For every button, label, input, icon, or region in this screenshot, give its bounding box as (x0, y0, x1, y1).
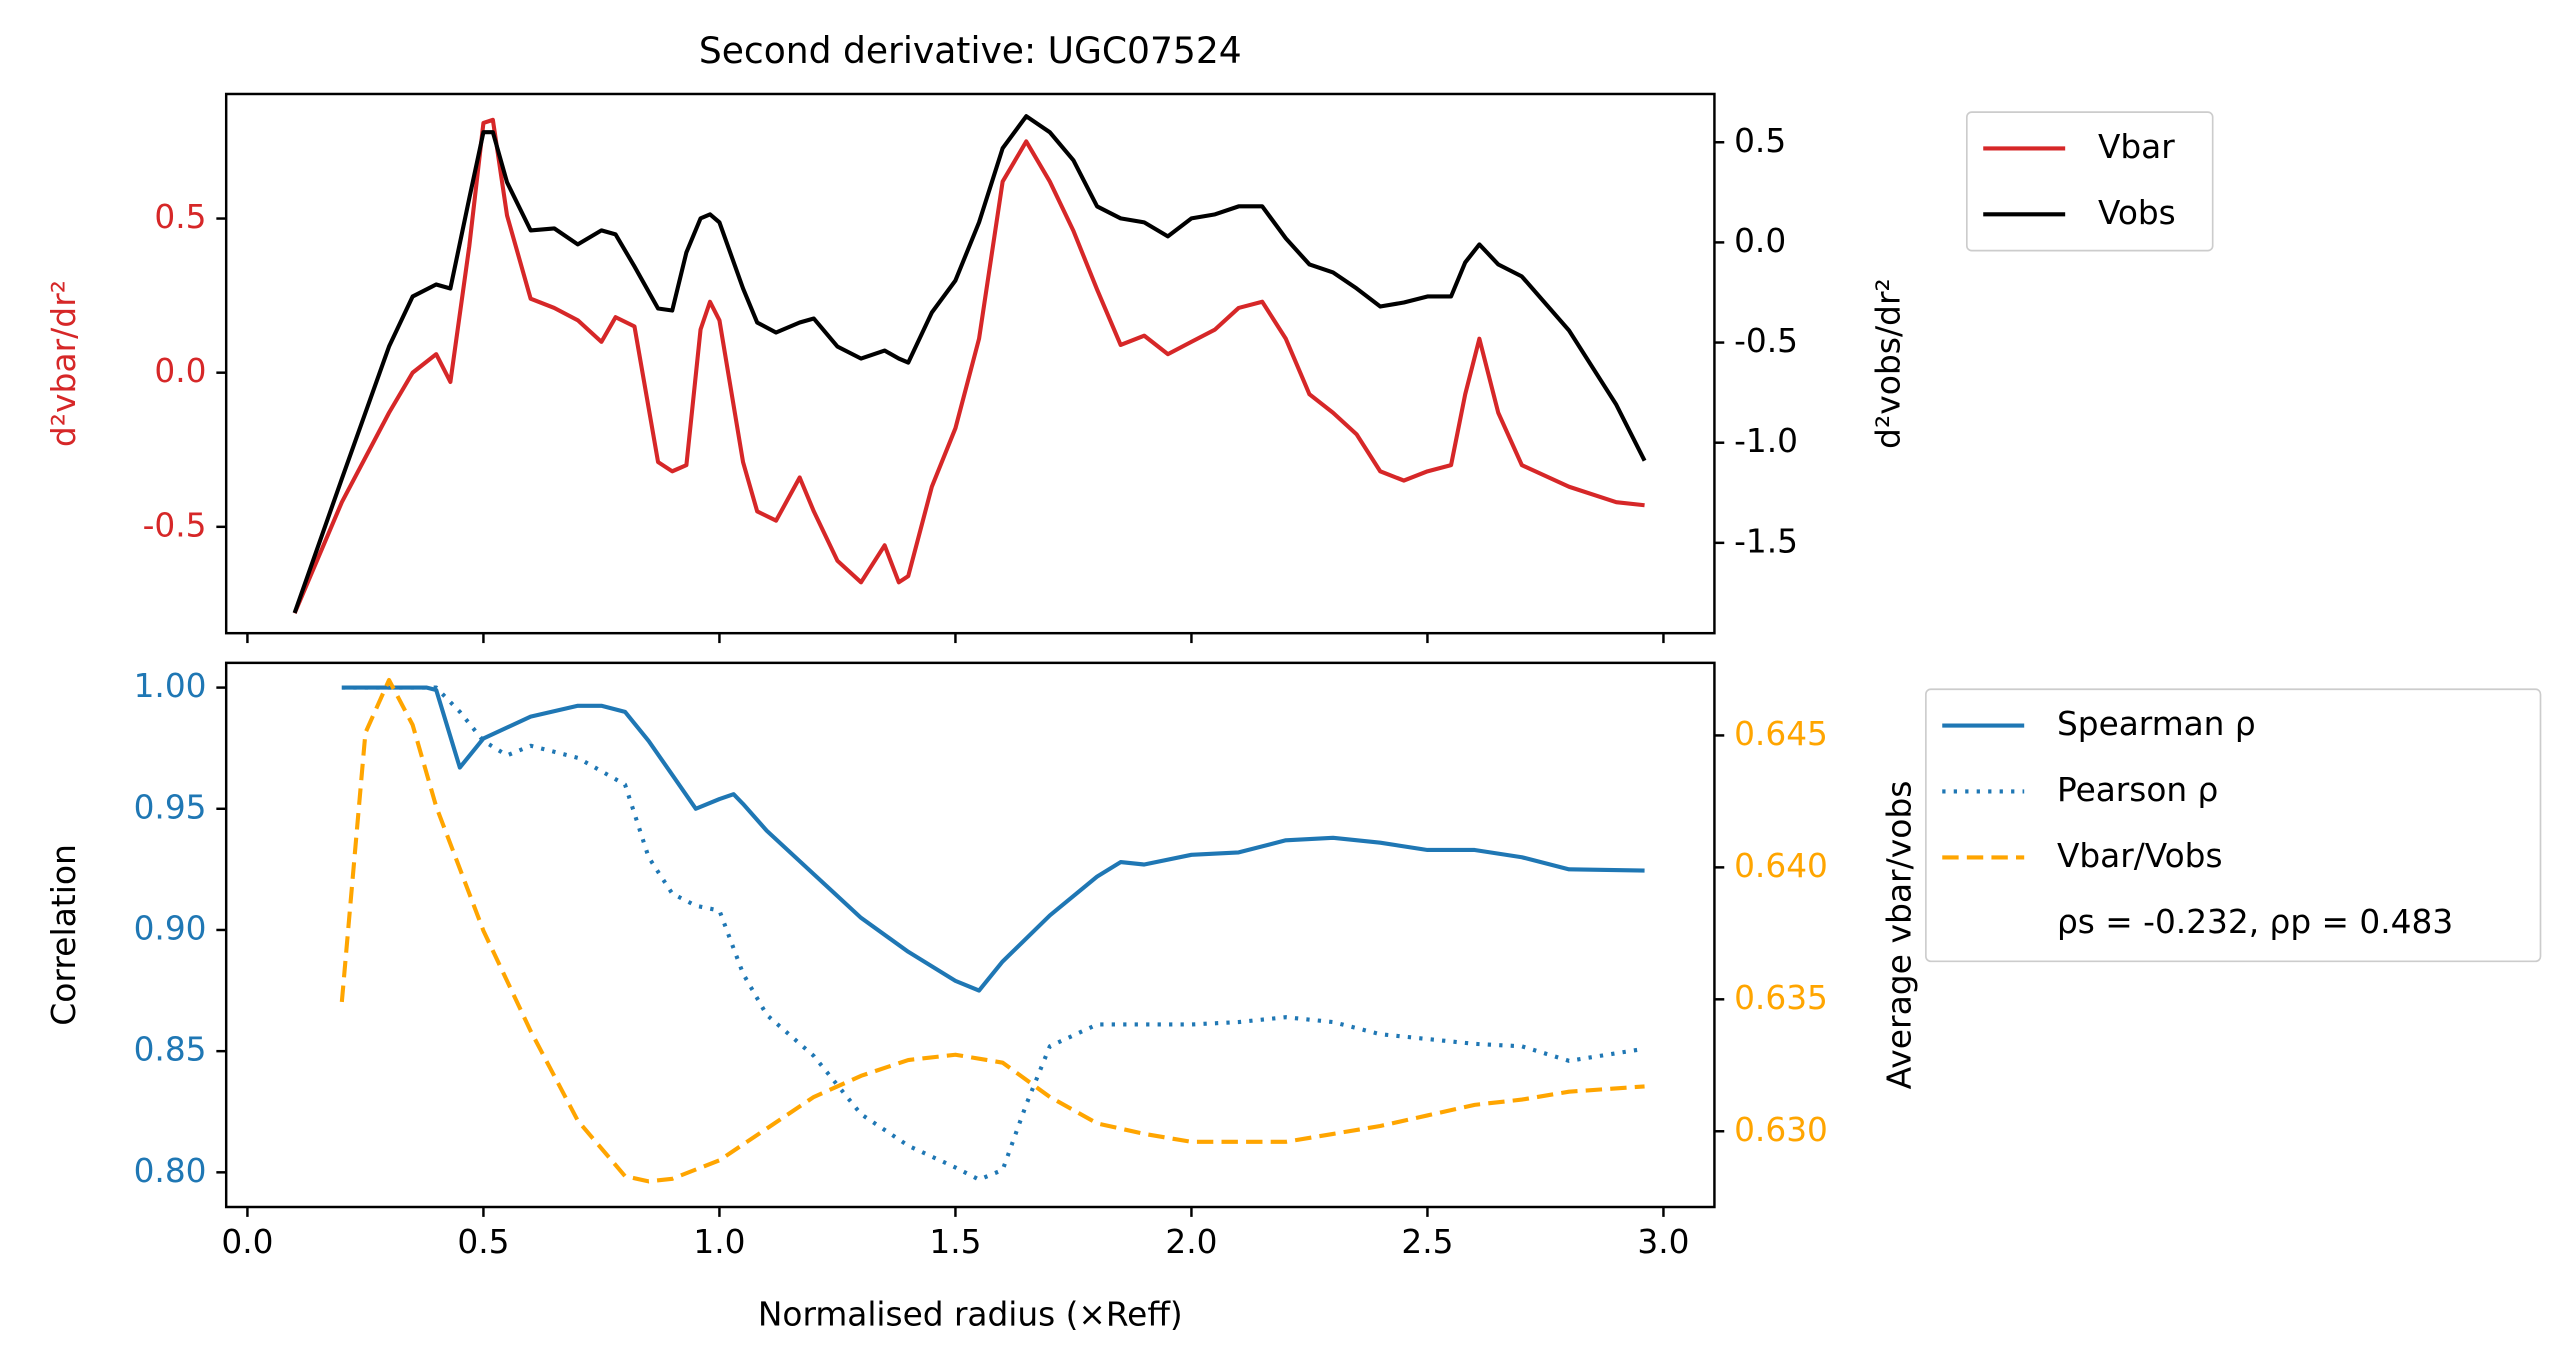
legend-label: Vobs (2098, 193, 2176, 232)
y2-tick-label: 0.635 (1734, 978, 1828, 1017)
y2-tick-label: -0.5 (1734, 321, 1798, 360)
series-line (339, 677, 1645, 1184)
legend-label: Vbar/Vobs (2057, 836, 2223, 875)
y2-axis-label: d²vobs/dr² (1868, 278, 1907, 449)
y-tick-label: 0.5 (154, 197, 206, 236)
x-tick-label: 2.5 (1401, 1222, 1453, 1261)
x-tick-label: 0.5 (457, 1222, 509, 1261)
y2-tick-label: 0.0 (1734, 221, 1786, 260)
series-line (341, 685, 1645, 993)
plot-frame (224, 661, 1716, 1209)
x-tick-label: 3.0 (1637, 1222, 1689, 1261)
series-line (292, 114, 1647, 614)
y-tick-label: 1.00 (134, 666, 207, 705)
y-axis-label: d²vbar/dr² (44, 280, 83, 447)
legend-box (1966, 111, 2214, 252)
y2-tick-label: 0.640 (1734, 846, 1828, 885)
y2-tick-label: -1.0 (1734, 421, 1798, 460)
legend-label: Pearson ρ (2057, 770, 2218, 809)
y2-tick-label: 0.645 (1734, 714, 1828, 753)
x-tick-label: 1.0 (693, 1222, 745, 1261)
series-line (341, 685, 1645, 1182)
legend-box (1925, 688, 2542, 963)
x-tick-label: 1.5 (929, 1222, 981, 1261)
legend-label: Spearman ρ (2057, 704, 2256, 743)
y-tick-label: 0.90 (134, 908, 207, 947)
x-axis-label: Normalised radius (×Reff) (758, 1294, 1183, 1333)
x-tick-label: 0.0 (221, 1222, 273, 1261)
y-tick-label: 0.85 (134, 1030, 207, 1069)
chart-title: Second derivative: UGC07524 (699, 29, 1242, 72)
legend-label: Vbar (2098, 127, 2175, 166)
series-line (292, 117, 1645, 614)
legend-note: ρs = -0.232, ρp = 0.483 (2057, 902, 2453, 941)
y-tick-label: 0.0 (154, 351, 206, 390)
y-tick-label: 0.95 (134, 787, 207, 826)
y2-tick-label: -1.5 (1734, 521, 1798, 560)
y-tick-label: 0.80 (134, 1151, 207, 1190)
plot-frame (224, 92, 1716, 635)
y-tick-label: -0.5 (143, 505, 207, 544)
y-axis-label: Correlation (44, 844, 83, 1026)
y2-tick-label: 0.5 (1734, 121, 1786, 160)
y2-axis-label: Average vbar/vobs (1880, 781, 1919, 1090)
x-tick-label: 2.0 (1165, 1222, 1217, 1261)
y2-tick-label: 0.630 (1734, 1110, 1828, 1149)
